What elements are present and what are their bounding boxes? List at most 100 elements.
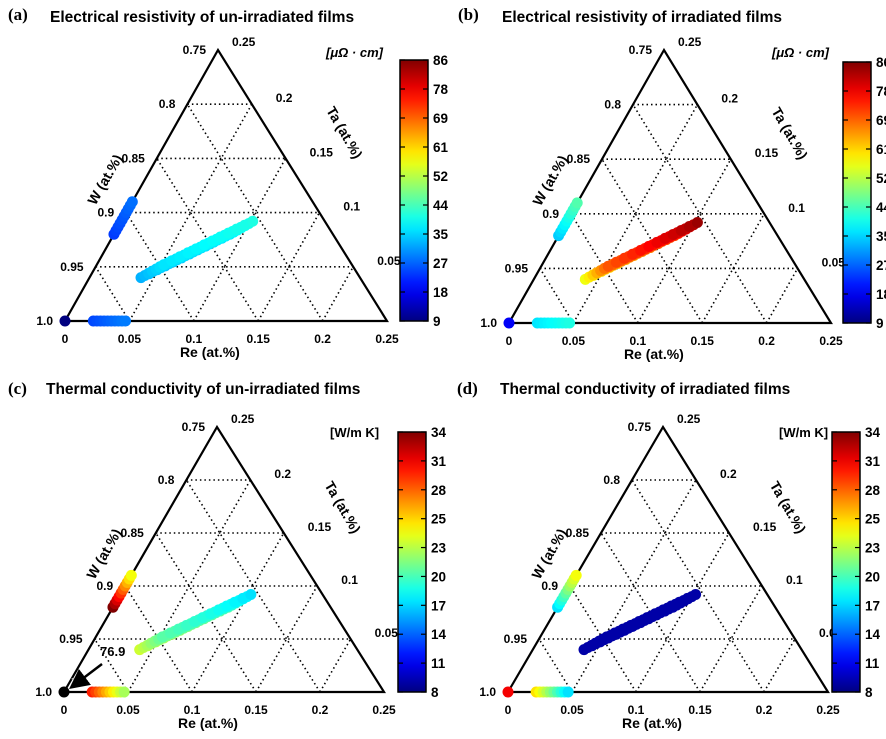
re-tick-label: 0.15 [691,334,715,348]
w-tick-label: 0.95 [504,632,528,646]
ternary-grid [93,479,352,693]
data-point-w-re-ta [247,215,259,227]
panel-title: Electrical resistivity of un-irradiated … [50,9,354,26]
re-tick-label: 0 [506,334,513,348]
ta-tick-label: 0.1 [788,201,805,215]
colorbar-tick-label: 14 [865,627,881,642]
colorbar-tick-label: 25 [431,512,447,527]
colorbar-tick-label: 78 [876,84,886,99]
colorbar-tick-label: 9 [433,314,441,329]
data-points [502,569,702,698]
data-points [503,197,703,329]
ternary-frame [62,424,386,694]
ta-tick-label: 0.25 [678,35,702,49]
panel-title: Thermal conductivity of irradiated films [500,381,790,398]
data-point-w-re-ta [691,217,703,229]
colorbar-tick-label: 25 [865,512,881,527]
data-point-w-re [562,686,574,698]
colorbar-tick-label: 8 [865,685,873,700]
w-tick-label: 0.9 [541,579,558,593]
colorbar-tick-label: 31 [865,454,881,469]
re-axis-title: Re (at.%) [624,346,684,362]
colorbar-tick-label: 17 [431,598,446,613]
w-tick-label: 0.8 [159,97,176,111]
re-tick-label: 0 [62,332,69,346]
re-tick-label: 0.05 [562,334,586,348]
w-tick-label: 1.0 [35,685,52,699]
w-tick-label: 0.85 [566,526,590,540]
data-point-pure-w [503,317,515,329]
re-tick-label: 0.05 [560,703,584,717]
colorbar-unit: [μΩ · cm] [325,45,384,60]
ta-tick-label: 0.2 [721,92,738,106]
ta-tick-label: 0.2 [276,91,293,105]
w-tick-label: 1.0 [479,685,496,699]
data-point-w-re-ta [690,588,702,600]
ta-tick-label: 0.2 [274,467,291,481]
data-points [59,196,259,327]
w-tick-label: 0.9 [542,207,559,221]
ta-tick-label: 0.05 [377,254,401,268]
colorbar-tick-label: 23 [431,541,447,556]
panel-label: (c) [8,379,27,398]
ta-tick-label: 0.15 [755,146,779,160]
w-tick-label: 0.95 [60,260,84,274]
w-tick-label: 0.85 [120,526,144,540]
colorbar-tick-label: 61 [433,140,449,155]
re-tick-label: 0.2 [314,332,331,346]
re-tick-label: 0.25 [375,332,399,346]
w-tick-label: 0.85 [121,151,145,165]
w-tick-label: 0.75 [628,420,652,434]
re-tick-label: 0.2 [312,703,329,717]
colorbar-tick-label: 9 [876,316,884,331]
data-point-w-re [564,317,576,329]
re-tick-label: 0 [61,703,68,717]
colorbar-tick-label: 78 [433,82,449,97]
colorbar-tick-label: 44 [433,198,449,213]
w-tick-label: 1.0 [480,316,497,330]
ternary-frame [506,424,830,694]
data-points [58,569,257,698]
panel-d: (d) Thermal conductivity of irradiated fi… [457,379,881,731]
colorbar-tick-label: 11 [865,656,880,671]
ta-tick-label: 0.2 [720,467,737,481]
w-tick-label: 0.85 [567,152,591,166]
re-axis-title: Re (at.%) [622,715,682,731]
colorbar-tick-label: 44 [876,200,886,215]
re-axis-title: Re (at.%) [180,344,240,360]
annotation-label: 76.9 [100,644,125,659]
colorbar [399,59,429,322]
w-tick-label: 1.0 [36,314,53,328]
panel-a: (a) Electrical resistivity of un-irradiat… [8,5,449,360]
colorbar-tick-label: 27 [876,258,886,273]
re-tick-label: 0.1 [185,332,202,346]
colorbar [842,61,872,324]
colorbar-tick-label: 86 [876,55,886,70]
panel-b: (b) Electrical resistivity of irradiated … [458,5,886,362]
ternary-grid [539,103,799,324]
data-point-w-re [118,686,130,698]
colorbar-unit: [W/m K] [330,425,379,440]
w-tick-label: 0.8 [158,473,175,487]
re-axis-title: Re (at.%) [178,715,238,731]
w-tick-label: 0.95 [505,261,529,275]
ternary-grid [94,103,354,322]
re-tick-label: 0.1 [628,703,645,717]
w-tick-label: 0.8 [604,98,621,112]
ternary-frame [507,47,833,325]
panel-label: (d) [457,379,478,398]
w-tick-label: 0.9 [97,579,114,593]
re-tick-label: 0.25 [816,703,840,717]
panel-title: Electrical resistivity of irradiated fil… [502,9,782,26]
w-tick-label: 0.75 [182,420,206,434]
colorbar-tick-label: 18 [433,285,449,300]
re-tick-label: 0.05 [116,703,140,717]
data-point-pure-w [58,686,70,698]
ta-tick-label: 0.15 [753,520,777,534]
colorbar-unit: [W/m K] [779,425,828,440]
ta-tick-label: 0.25 [677,412,701,426]
w-tick-label: 0.9 [98,206,115,220]
colorbar-tick-label: 35 [876,229,886,244]
ta-tick-label: 0.15 [310,145,334,159]
w-tick-label: 0.8 [603,473,620,487]
